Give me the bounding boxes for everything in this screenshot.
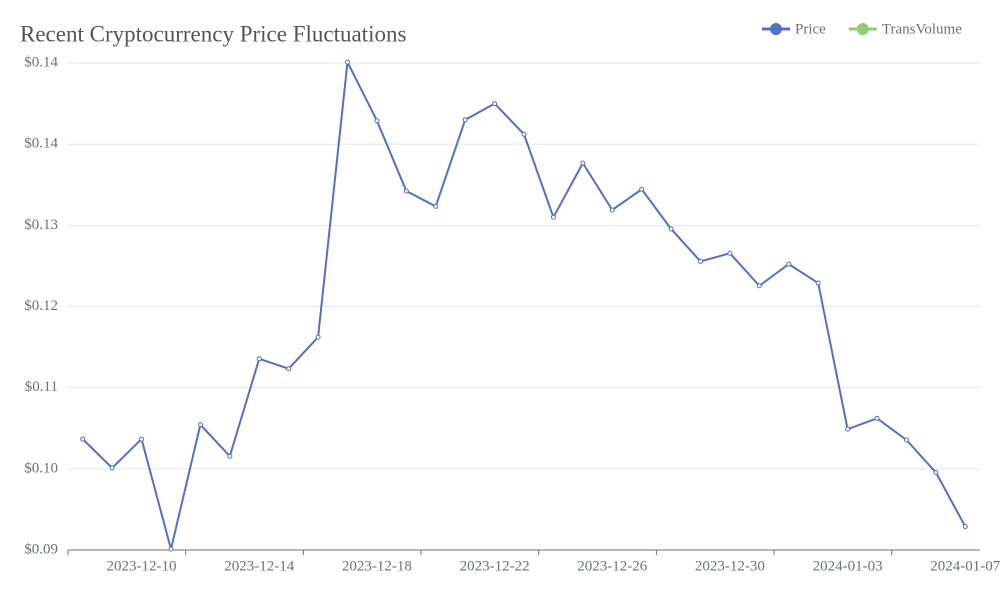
y-tick-label: $0.09 xyxy=(24,541,58,557)
point xyxy=(374,118,380,124)
x-tick-label: 2024-01-07 xyxy=(930,558,1000,574)
x-tick-label: 2023-12-22 xyxy=(460,558,530,574)
point xyxy=(874,415,880,421)
point xyxy=(698,258,704,264)
point xyxy=(815,280,821,286)
point xyxy=(962,524,968,530)
point xyxy=(168,546,174,552)
point xyxy=(286,366,292,372)
x-tick-label: 2023-12-26 xyxy=(577,558,647,574)
point xyxy=(315,334,321,340)
point xyxy=(521,131,527,137)
legend-icon xyxy=(856,23,869,35)
point xyxy=(550,214,556,220)
point xyxy=(609,207,615,213)
chart-title: Recent Cryptocurrency Price Fluctuations xyxy=(20,21,406,46)
point xyxy=(756,283,762,289)
point xyxy=(668,226,674,232)
point xyxy=(197,422,203,428)
point xyxy=(845,426,851,432)
point xyxy=(139,436,145,442)
point xyxy=(727,250,733,256)
point xyxy=(786,261,792,267)
point xyxy=(256,356,262,362)
x-tick-label: 2024-01-03 xyxy=(813,558,883,574)
x-tick-label: 2023-12-14 xyxy=(224,558,294,574)
point xyxy=(227,453,233,459)
point xyxy=(933,469,939,475)
x-tick-label: 2023-12-18 xyxy=(342,558,412,574)
point xyxy=(462,117,468,123)
point xyxy=(344,59,350,65)
legend-label: TransVolume xyxy=(882,21,962,37)
y-tick-label: $0.14 xyxy=(24,136,58,152)
point xyxy=(80,436,86,442)
y-tick-label: $0.14 xyxy=(24,54,58,70)
point xyxy=(492,101,498,107)
point xyxy=(109,465,115,471)
legend-icon xyxy=(770,23,782,35)
point xyxy=(903,437,909,443)
y-tick-label: $0.10 xyxy=(24,460,58,476)
y-tick-label: $0.13 xyxy=(24,217,58,233)
y-tick-label: $0.12 xyxy=(24,298,58,314)
point xyxy=(639,186,645,192)
point xyxy=(433,203,439,209)
y-tick-label: $0.11 xyxy=(25,379,58,395)
legend-label: Price xyxy=(795,21,826,37)
x-tick-label: 2023-12-30 xyxy=(695,558,765,574)
point xyxy=(403,188,409,194)
point xyxy=(580,160,586,166)
x-tick-label: 2023-12-10 xyxy=(107,558,177,574)
